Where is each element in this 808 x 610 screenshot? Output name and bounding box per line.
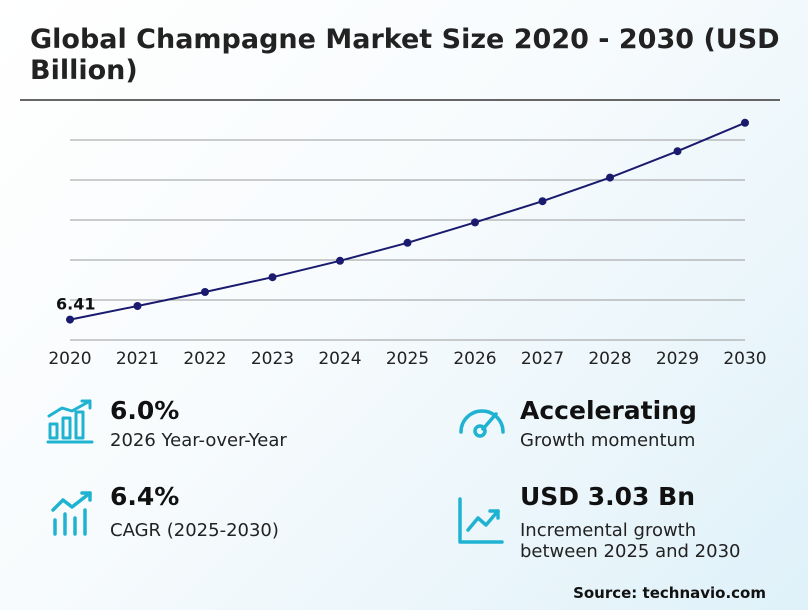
x-tick-label: 2023 xyxy=(251,349,294,369)
x-tick-label: 2022 xyxy=(183,349,226,369)
stat-incremental-label-2: between 2025 and 2030 xyxy=(520,541,741,562)
chart-title: Global Champagne Market Size 2020 - 2030… xyxy=(30,24,808,86)
stat-cagr-label: CAGR (2025-2030) xyxy=(110,520,279,541)
data-point xyxy=(606,173,614,182)
stat-incremental: USD 3.03 Bn Incremental growth between 2… xyxy=(520,482,740,562)
bar-chart-growth-icon xyxy=(46,399,94,444)
x-tick-label: 2030 xyxy=(723,349,766,369)
data-point xyxy=(538,197,547,206)
x-tick-label: 2021 xyxy=(116,349,159,369)
source-credit: Source: technavio.com xyxy=(573,584,766,602)
data-point xyxy=(201,288,209,296)
x-tick-label: 2025 xyxy=(386,349,429,369)
stat-momentum: Accelerating Growth momentum xyxy=(520,396,697,451)
data-point xyxy=(336,256,344,265)
data-point xyxy=(66,315,74,324)
speedometer-icon xyxy=(459,409,505,438)
data-point xyxy=(471,218,479,227)
x-tick-label: 2028 xyxy=(588,349,631,369)
stat-yoy-value: 6.0% xyxy=(110,396,180,425)
stat-incremental-label-1: Incremental growth xyxy=(520,520,697,541)
x-tick-label: 2026 xyxy=(453,349,496,369)
data-point xyxy=(403,238,412,247)
stat-yoy: 6.0% 2026 Year-over-Year xyxy=(110,396,287,451)
data-point xyxy=(673,147,682,156)
line-chart-up-icon xyxy=(458,497,504,544)
data-point xyxy=(268,273,277,282)
data-point xyxy=(741,118,749,127)
stat-yoy-label: 2026 Year-over-Year xyxy=(110,430,287,451)
series-line xyxy=(69,121,746,321)
data-point xyxy=(133,302,142,310)
stat-cagr-value: 6.4% xyxy=(110,482,180,511)
x-tick-label: 2024 xyxy=(318,349,361,369)
stat-incremental-value: USD 3.03 Bn xyxy=(520,482,695,511)
stat-momentum-label: Growth momentum xyxy=(520,430,696,451)
x-tick-label: 2020 xyxy=(48,349,91,369)
line-chart: 2020 2021 2022 2023 2024 2025 2026 2027 2028 2029… xyxy=(48,118,767,369)
data-label: 6.41 xyxy=(56,295,95,314)
title-divider xyxy=(20,99,780,101)
trend-bars-icon xyxy=(51,491,92,536)
stat-momentum-value: Accelerating xyxy=(520,396,697,425)
x-tick-label: 2029 xyxy=(656,349,699,369)
title-line-2: Billion) xyxy=(30,55,138,86)
title-line-1: Global Champagne Market Size 2020 - 2030… xyxy=(30,24,780,55)
stat-cagr: 6.4% CAGR (2025-2030) xyxy=(110,482,279,541)
x-tick-label: 2027 xyxy=(521,349,564,369)
